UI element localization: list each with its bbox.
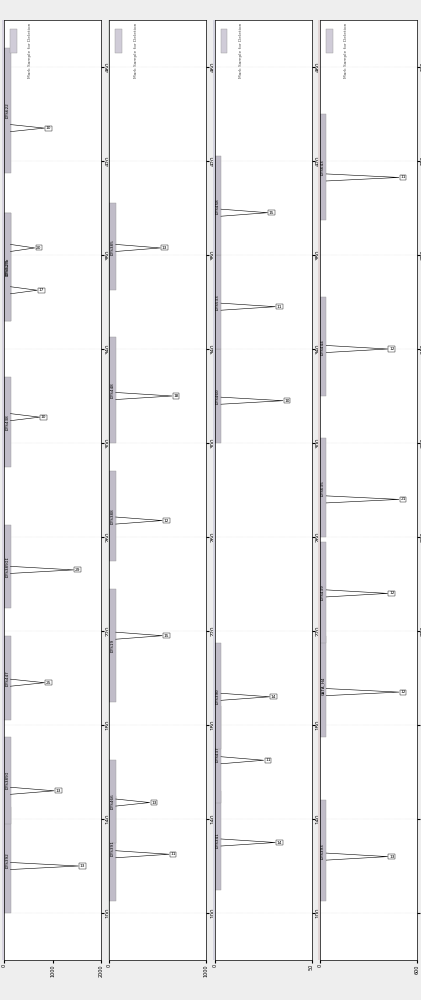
Text: DYS385: DYS385 bbox=[111, 239, 115, 255]
Text: 10: 10 bbox=[41, 415, 46, 419]
Text: 11: 11 bbox=[400, 175, 406, 179]
Text: 15: 15 bbox=[164, 634, 169, 638]
Text: 10: 10 bbox=[46, 126, 51, 130]
Bar bbox=[4, 737, 11, 824]
Bar bbox=[4, 213, 11, 321]
Bar bbox=[215, 791, 221, 890]
Bar bbox=[320, 114, 326, 220]
Text: 11: 11 bbox=[265, 758, 271, 762]
Text: DYS527: DYS527 bbox=[5, 259, 9, 275]
Text: DYS439: DYS439 bbox=[321, 584, 325, 600]
Text: 14: 14 bbox=[277, 840, 282, 844]
Text: 25: 25 bbox=[46, 681, 51, 685]
Text: 13: 13 bbox=[389, 855, 394, 859]
Text: DYS460: DYS460 bbox=[216, 388, 220, 404]
Text: 18: 18 bbox=[173, 394, 179, 398]
Bar bbox=[109, 471, 116, 560]
Bar bbox=[109, 203, 116, 290]
Text: DYS19: DYS19 bbox=[111, 639, 115, 652]
Text: DYS437: DYS437 bbox=[216, 746, 220, 762]
Bar bbox=[4, 377, 11, 466]
Text: 12: 12 bbox=[400, 690, 406, 694]
Text: Mark Sample for Deletion: Mark Sample for Deletion bbox=[134, 23, 138, 78]
Text: DYS643: DYS643 bbox=[321, 159, 325, 175]
Text: DYS391: DYS391 bbox=[111, 840, 115, 856]
Text: 12: 12 bbox=[164, 519, 169, 523]
Text: DYS466: DYS466 bbox=[111, 794, 115, 809]
Text: 29: 29 bbox=[75, 568, 80, 572]
Text: DYS447: DYS447 bbox=[5, 670, 9, 686]
Text: 12: 12 bbox=[389, 347, 394, 351]
Bar bbox=[4, 525, 11, 607]
Bar bbox=[320, 438, 326, 537]
Text: Mark Sample for Deletion: Mark Sample for Deletion bbox=[29, 23, 32, 78]
Text: DYS635: DYS635 bbox=[321, 480, 325, 496]
Bar bbox=[4, 213, 11, 321]
Text: DYS341: DYS341 bbox=[216, 832, 220, 848]
Bar bbox=[320, 636, 326, 737]
Bar bbox=[320, 800, 326, 901]
Bar bbox=[215, 643, 221, 748]
Text: 14: 14 bbox=[271, 695, 276, 699]
Text: 11: 11 bbox=[277, 305, 282, 309]
Bar bbox=[215, 156, 221, 255]
Bar bbox=[107, 20, 109, 960]
Bar bbox=[10, 29, 17, 53]
Bar bbox=[115, 29, 122, 53]
Text: DYS458: DYS458 bbox=[216, 198, 220, 214]
Bar bbox=[109, 796, 116, 901]
Bar bbox=[221, 29, 227, 53]
Text: DYS533: DYS533 bbox=[216, 294, 220, 310]
Text: 12: 12 bbox=[389, 591, 394, 595]
Text: DYS388: DYS388 bbox=[111, 508, 115, 524]
Bar bbox=[109, 589, 116, 702]
Bar bbox=[318, 20, 320, 960]
Text: DYS527b: DYS527b bbox=[5, 258, 9, 276]
Bar bbox=[4, 48, 11, 173]
Text: 20: 20 bbox=[36, 246, 42, 250]
Text: 15: 15 bbox=[269, 211, 274, 215]
Text: DYS390: DYS390 bbox=[216, 688, 220, 704]
Text: DYS448: DYS448 bbox=[111, 382, 115, 398]
Text: GATA_H4: GATA_H4 bbox=[321, 677, 325, 695]
Text: 13: 13 bbox=[56, 789, 61, 793]
Text: 13: 13 bbox=[151, 801, 157, 805]
Bar bbox=[326, 29, 333, 53]
Bar bbox=[215, 349, 221, 443]
Text: DYS392: DYS392 bbox=[5, 852, 9, 868]
Text: DYS389I: DYS389I bbox=[5, 771, 9, 789]
Text: 13: 13 bbox=[80, 864, 85, 868]
Bar bbox=[215, 255, 221, 349]
Text: 21: 21 bbox=[400, 497, 406, 501]
Text: Mark Sample for Deletion: Mark Sample for Deletion bbox=[239, 23, 243, 78]
Text: DYS438: DYS438 bbox=[5, 414, 9, 430]
Bar bbox=[109, 337, 116, 443]
Bar bbox=[213, 20, 215, 960]
Text: 17: 17 bbox=[39, 288, 44, 292]
Bar bbox=[2, 20, 4, 960]
Text: DYS444: DYS444 bbox=[321, 339, 325, 355]
Text: 13: 13 bbox=[162, 246, 167, 250]
Text: DYS389II: DYS389II bbox=[5, 556, 9, 577]
Text: Mark Sample for Deletion: Mark Sample for Deletion bbox=[344, 23, 348, 78]
Bar bbox=[215, 706, 221, 803]
Text: 11: 11 bbox=[171, 852, 176, 856]
Text: DYS622: DYS622 bbox=[5, 103, 9, 118]
Bar bbox=[4, 807, 11, 913]
Bar bbox=[109, 760, 116, 842]
Text: 10: 10 bbox=[285, 399, 290, 403]
Bar bbox=[4, 636, 11, 720]
Bar bbox=[320, 297, 326, 396]
Bar bbox=[320, 542, 326, 643]
Text: DYS393: DYS393 bbox=[321, 843, 325, 859]
